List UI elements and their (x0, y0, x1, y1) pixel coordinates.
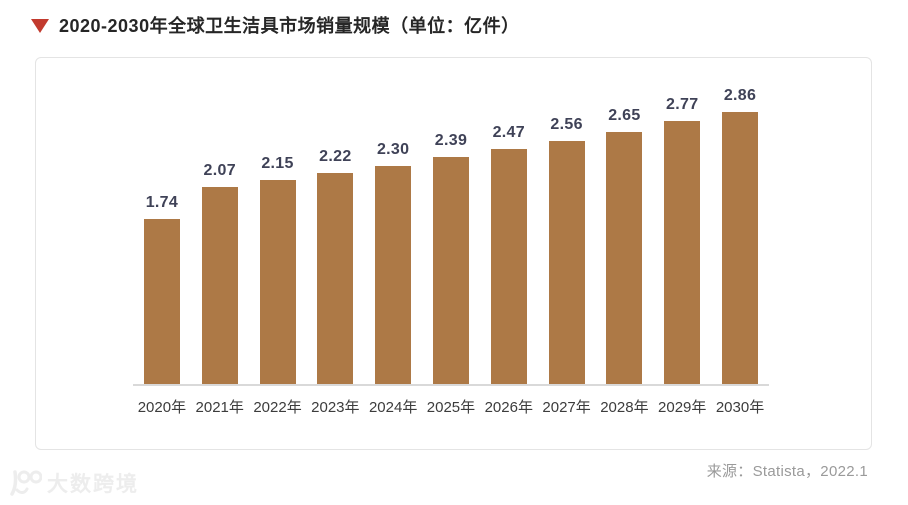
bar (317, 173, 354, 384)
bar-group: 2.47 (480, 58, 538, 384)
chart-header: 2020-2030年全球卫生洁具市场销量规模（单位：亿件） (31, 12, 520, 38)
bar (606, 132, 643, 384)
bar-value-label: 2.15 (261, 155, 294, 172)
bar-group: 2.30 (364, 58, 422, 384)
bar-group: 2.07 (191, 58, 249, 384)
bar (664, 121, 701, 384)
x-axis-tick-label: 2021年 (195, 399, 244, 416)
x-axis-tick-label: 2025年 (426, 399, 476, 416)
bar-group: 2.39 (422, 58, 480, 384)
bar (143, 219, 180, 384)
chart-panel: 1.74 2.07 2.15 2.22 2.30 2.39 2.47 2.56 2.65 2.77… (35, 57, 872, 450)
x-axis-labels: 2020年 2021年 2022年 2023年 2024年 2025年 2026年 2027年… (133, 396, 769, 417)
x-axis-tick-label: 2022年 (253, 399, 302, 416)
bar-value-label: 2.47 (492, 124, 525, 141)
bar (548, 141, 585, 384)
bar-group: 2.77 (653, 58, 711, 384)
bar-group: 1.74 (133, 58, 191, 384)
bar (722, 112, 759, 384)
bar (432, 157, 469, 384)
bar (201, 187, 238, 384)
bar (375, 166, 412, 384)
x-axis-tick-label: 2028年 (600, 399, 649, 416)
dashu-kuajing-logo-icon (10, 470, 42, 496)
bar (259, 180, 296, 384)
page-title: 2020-2030年全球卫生洁具市场销量规模（单位：亿件） (59, 16, 520, 36)
x-axis-tick-label: 2020年 (137, 399, 187, 416)
bar-value-label: 2.30 (376, 141, 410, 158)
bar-value-label: 1.74 (145, 194, 179, 211)
x-axis-tick-label: 2024年 (368, 399, 418, 416)
triangle-down-icon (31, 19, 49, 33)
x-axis-tick-label: 2027年 (542, 399, 591, 416)
bar-group: 2.22 (306, 58, 364, 384)
bar-value-label: 2.22 (319, 148, 352, 165)
bar-group: 2.56 (538, 58, 596, 384)
x-axis-tick-label: 2029年 (658, 399, 707, 416)
x-axis-tick-label: 2026年 (484, 399, 533, 416)
x-axis-tick-label: 2023年 (311, 399, 360, 416)
bar-group: 2.86 (711, 58, 769, 384)
source-note: 来源：Statista，2022.1 (706, 463, 868, 480)
bar-value-label: 2.86 (723, 87, 757, 104)
bar-group: 2.65 (596, 58, 654, 384)
bar (490, 149, 527, 384)
bar-value-label: 2.65 (608, 107, 641, 124)
bar-value-label: 2.39 (434, 132, 468, 149)
watermark-logo-text: 大数跨境 (47, 473, 139, 496)
bar-value-label: 2.56 (550, 116, 583, 133)
x-axis-tick-label: 2030年 (715, 399, 765, 416)
watermark: 大数跨境 (8, 468, 139, 498)
bar-chart-plot-area: 1.74 2.07 2.15 2.22 2.30 2.39 2.47 2.56 2.65 2.77… (133, 58, 769, 386)
bar-value-label: 2.07 (203, 162, 236, 179)
bar-group: 2.15 (249, 58, 307, 384)
bar-value-label: 2.77 (666, 96, 699, 113)
